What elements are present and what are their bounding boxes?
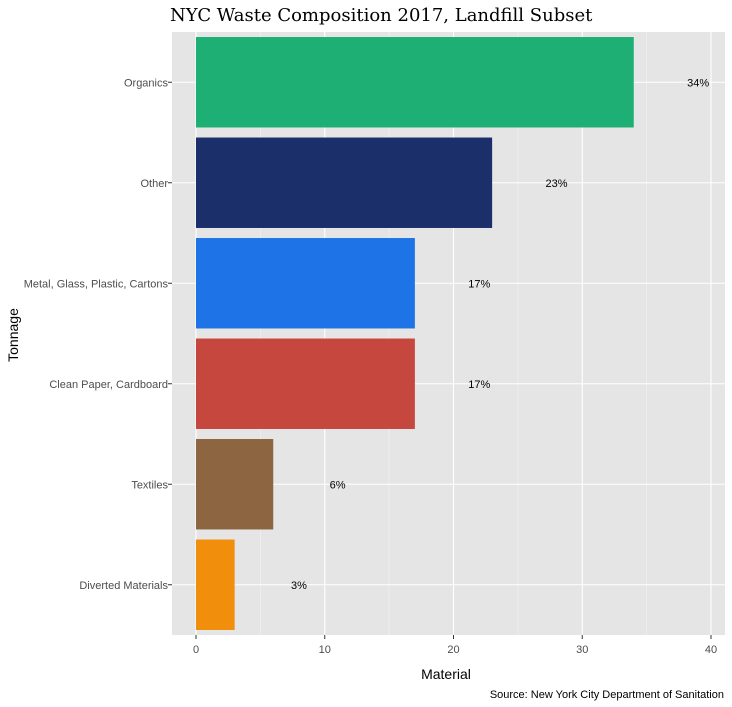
y-tick-label: Clean Paper, Cardboard [49, 379, 168, 391]
y-axis-title: Tonnage [5, 308, 21, 362]
plot-panel [172, 32, 725, 635]
x-tick-label: 40 [705, 644, 717, 656]
grid-minor [260, 32, 647, 635]
bars [196, 37, 634, 630]
y-tick-label: Textiles [131, 479, 168, 491]
data-label: 3% [291, 580, 307, 592]
bar [196, 539, 235, 630]
data-label: 17% [468, 278, 490, 290]
bar [196, 137, 493, 228]
bar [196, 338, 415, 429]
y-tick-label: Metal, Glass, Plastic, Cartons [24, 278, 169, 290]
data-label: 6% [330, 479, 346, 491]
x-tick-label: 10 [319, 644, 331, 656]
bar [196, 439, 274, 530]
data-labels: 34% 23% 17% 17% 6% 3% [291, 77, 709, 592]
chart-title: NYC Waste Composition 2017, Landfill Sub… [170, 5, 593, 26]
x-axis-title: Material [421, 666, 471, 682]
x-tick-label: 30 [576, 644, 588, 656]
x-tick-label: 0 [193, 644, 199, 656]
bar [196, 238, 415, 329]
chart-caption: Source: New York City Department of Sani… [490, 689, 724, 701]
data-label: 17% [468, 379, 490, 391]
bar [196, 37, 634, 128]
data-label: 23% [545, 178, 567, 190]
data-label: 34% [687, 77, 709, 89]
y-axis: Organics Other Metal, Glass, Plastic, Cart… [24, 77, 172, 592]
y-tick-label: Organics [124, 77, 169, 89]
y-tick-label: Other [140, 178, 168, 190]
x-tick-label: 20 [447, 644, 459, 656]
y-tick-label: Diverted Materials [79, 580, 168, 592]
x-axis: 0 10 20 30 40 [193, 635, 717, 656]
